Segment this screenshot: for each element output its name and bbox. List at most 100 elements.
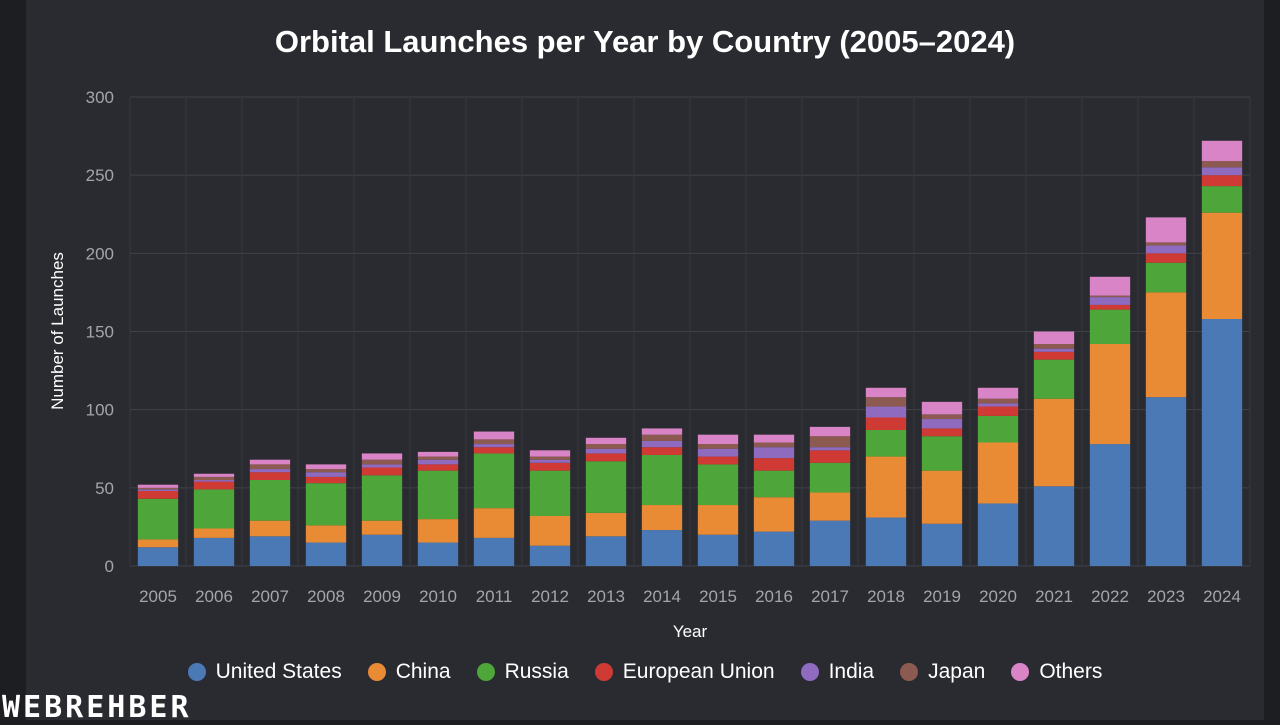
bar-segment: [137, 498, 179, 540]
bar-segment: [529, 462, 571, 471]
x-tick-label: 2015: [699, 587, 737, 606]
bar-segment: [753, 470, 795, 498]
bar-segment: [977, 387, 1019, 399]
bar-segment: [473, 439, 515, 445]
bar-segment: [1089, 344, 1131, 445]
bar-segment: [641, 434, 683, 441]
legend-item[interactable]: China: [367, 660, 451, 684]
bar-segment: [977, 442, 1019, 504]
bar-segment: [137, 484, 179, 488]
x-tick-label: 2021: [1035, 587, 1073, 606]
bar-segment: [193, 473, 235, 477]
bar-segment: [249, 520, 291, 537]
bar-segment: [641, 505, 683, 531]
bar-segment: [473, 447, 515, 454]
x-tick-label: 2022: [1091, 587, 1129, 606]
bar-segment: [305, 483, 347, 526]
bar-segment: [473, 444, 515, 448]
bar-segment: [753, 442, 795, 448]
bar-segment: [921, 401, 963, 415]
bar-segment: [137, 487, 179, 490]
bar-segment: [1089, 309, 1131, 345]
bar-segment: [193, 476, 235, 481]
y-tick-label: 100: [86, 401, 114, 420]
bar-segment: [809, 436, 851, 448]
legend-swatch: [900, 663, 919, 681]
y-tick-label: 50: [95, 479, 114, 498]
y-tick-label: 250: [86, 166, 114, 185]
bar-segment: [137, 539, 179, 548]
bar-segment: [921, 470, 963, 524]
legend-label: India: [828, 660, 875, 683]
legend-item[interactable]: United States: [187, 660, 342, 684]
legend-item[interactable]: India: [800, 660, 875, 684]
bar-segment: [865, 397, 907, 407]
bar-segment: [585, 453, 627, 462]
legend-item[interactable]: Russia: [476, 660, 569, 684]
x-tick-label: 2010: [419, 587, 457, 606]
bar-segment: [641, 530, 683, 566]
legend-label: Japan: [928, 660, 986, 683]
bar-segment: [1033, 348, 1075, 352]
bar-segment: [1201, 161, 1243, 168]
x-tick-label: 2019: [923, 587, 961, 606]
bar-segment: [641, 440, 683, 448]
bar-segment: [977, 398, 1019, 404]
bar-segment: [361, 453, 403, 460]
bar-segment: [977, 415, 1019, 443]
bar-segment: [1089, 297, 1131, 305]
legend-label: Russia: [504, 660, 569, 683]
bar-segment: [305, 469, 347, 473]
bar-segment: [529, 450, 571, 457]
bar-segment: [809, 450, 851, 463]
bar-segment: [1033, 398, 1075, 487]
bar-segment: [1145, 262, 1187, 293]
bar-segment: [1145, 292, 1187, 398]
bar-segment: [1201, 175, 1243, 187]
bar-segment: [921, 436, 963, 471]
bar-segment: [473, 537, 515, 566]
bar-segment: [697, 434, 739, 445]
bar-segment: [809, 447, 851, 451]
bar-segment: [753, 531, 795, 566]
bar-segment: [977, 406, 1019, 416]
bar-segment: [1201, 167, 1243, 176]
bar-segment: [473, 453, 515, 509]
bar-segment: [249, 464, 291, 470]
legend-item[interactable]: Others: [1011, 660, 1102, 684]
bar-segment: [585, 536, 627, 566]
y-tick-label: 150: [86, 323, 114, 342]
legend-item[interactable]: European Union: [594, 660, 775, 684]
legend-swatch: [800, 663, 819, 681]
x-tick-label: 2018: [867, 587, 905, 606]
bar-segment: [865, 429, 907, 457]
bar-segment: [585, 448, 627, 454]
bar-segment: [473, 508, 515, 538]
bar-segment: [753, 434, 795, 443]
bar-segment: [977, 403, 1019, 407]
x-tick-label: 2005: [139, 587, 177, 606]
bar-segment: [1089, 444, 1131, 566]
bar-segment: [529, 470, 571, 516]
bar-segment: [641, 447, 683, 456]
bar-segment: [1145, 397, 1187, 566]
bar-segment: [417, 542, 459, 566]
legend-label: China: [395, 660, 451, 683]
bar-segment: [417, 519, 459, 543]
bar-segment: [1145, 217, 1187, 243]
bar-segment: [809, 492, 851, 521]
bar-segment: [249, 536, 291, 566]
bar-segment: [1201, 212, 1243, 319]
bar-segment: [1089, 304, 1131, 310]
bar-segment: [1033, 331, 1075, 345]
bar-segment: [1089, 276, 1131, 296]
bar-segment: [1145, 245, 1187, 254]
legend-item[interactable]: Japan: [900, 660, 985, 684]
bar-segment: [921, 523, 963, 566]
bar-segment: [1145, 242, 1187, 246]
bar-segment: [137, 547, 179, 566]
bar-segment: [641, 428, 683, 435]
bar-segment: [697, 464, 739, 506]
bar-segment: [753, 497, 795, 532]
